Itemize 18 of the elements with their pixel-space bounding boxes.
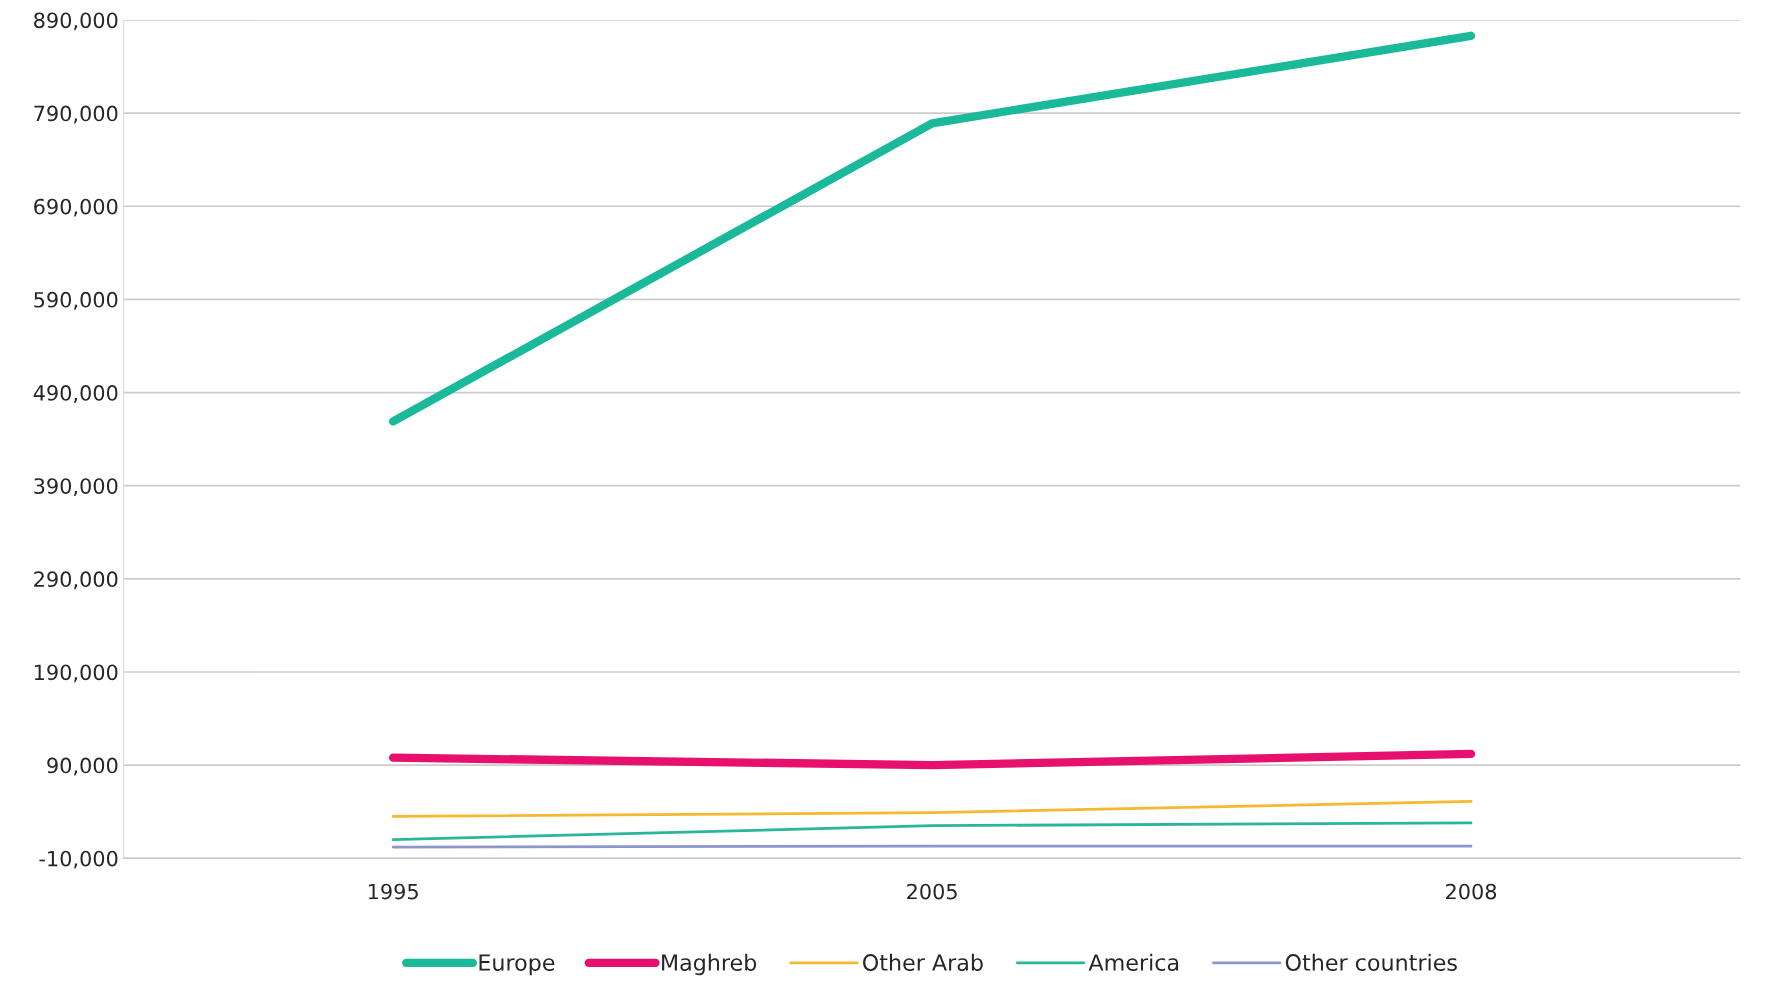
- legend-label: Maghreb: [662, 953, 757, 976]
- legend-label: America: [1088, 953, 1179, 971]
- x-tick-label: 1995: [368, 883, 418, 900]
- x-tick-label: 2005: [907, 883, 957, 900]
- y-tick-label: 890,000: [34, 12, 118, 31]
- y-tick-label: 590,000: [34, 291, 118, 310]
- y-tick-label: 290,000: [34, 571, 118, 590]
- y-tick-label: 390,000: [34, 478, 118, 497]
- y-tick-label: 690,000: [34, 198, 118, 217]
- x-tick-label: 2008: [1446, 883, 1497, 900]
- y-tick-label: 90,000: [47, 757, 118, 776]
- legend-label: Europe: [479, 954, 555, 976]
- y-tick-label: 490,000: [33, 385, 118, 403]
- legend-label: Other Arab: [863, 953, 983, 971]
- legend-label: Other countries: [1285, 953, 1457, 971]
- y-tick-label: -10,000: [39, 850, 118, 869]
- y-tick-label: 190,000: [34, 664, 118, 683]
- y-tick-label: 790,000: [34, 105, 118, 124]
